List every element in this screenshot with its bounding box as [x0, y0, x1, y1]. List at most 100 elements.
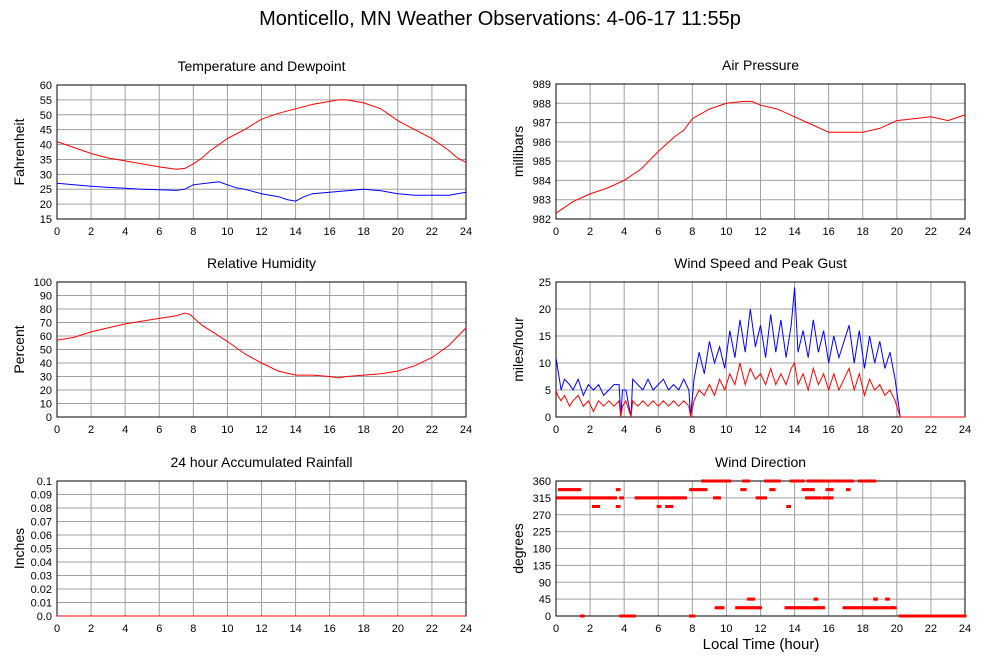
- y-tick-label: 0.05: [31, 544, 52, 556]
- x-tick-label: 8: [190, 623, 196, 635]
- direction-point: [808, 488, 812, 492]
- direction-point: [741, 479, 745, 483]
- series-line-0: [555, 287, 965, 418]
- direction-point: [576, 488, 580, 492]
- direction-point: [563, 488, 567, 492]
- direction-point: [581, 614, 585, 618]
- direction-point: [610, 496, 614, 500]
- direction-point: [699, 488, 703, 492]
- y-tick-label: 15: [40, 214, 52, 226]
- direction-point: [900, 614, 904, 618]
- direction-point: [609, 496, 613, 500]
- series-line-0: [56, 99, 467, 170]
- direction-point: [670, 496, 674, 500]
- x-tick-label: 18: [358, 623, 370, 635]
- series-line-1: [56, 181, 467, 202]
- direction-point: [796, 606, 800, 610]
- direction-point: [668, 496, 672, 500]
- direction-point: [787, 505, 791, 508]
- direction-point: [704, 479, 708, 483]
- direction-point: [822, 496, 826, 500]
- direction-point: [745, 606, 749, 610]
- direction-point: [721, 479, 725, 483]
- x-tick-label: 16: [823, 623, 835, 635]
- y-tick-label: 985: [533, 156, 551, 168]
- direction-point: [934, 614, 938, 618]
- direction-point: [597, 496, 601, 500]
- x-tick-label: 0: [54, 623, 60, 635]
- direction-point: [649, 496, 653, 500]
- direction-point: [755, 606, 759, 610]
- direction-point: [936, 614, 940, 618]
- direction-point: [861, 479, 865, 483]
- direction-point: [832, 479, 836, 483]
- x-tick-label: 22: [925, 424, 937, 436]
- x-tick-label: 8: [190, 226, 196, 238]
- direction-point: [726, 479, 730, 483]
- direction-point: [760, 496, 764, 500]
- x-tick-label: 2: [587, 226, 593, 238]
- x-tick-label: 4: [122, 226, 128, 238]
- direction-point: [793, 479, 797, 483]
- direction-point: [620, 614, 624, 618]
- direction-point: [830, 496, 834, 500]
- direction-point: [595, 505, 599, 508]
- y-tick-label: 0.01: [31, 598, 52, 610]
- direction-point: [619, 614, 623, 618]
- direction-point: [719, 606, 723, 610]
- x-tick-label: 4: [621, 424, 627, 436]
- y-tick-label: 20: [40, 385, 52, 397]
- direction-point: [818, 479, 822, 483]
- direction-point: [653, 496, 657, 500]
- y-tick-label: 0: [545, 412, 551, 424]
- direction-point: [801, 488, 805, 492]
- x-tick-label: 10: [720, 226, 732, 238]
- direction-point: [845, 606, 849, 610]
- direction-point: [569, 488, 573, 492]
- direction-point: [723, 479, 727, 483]
- direction-point: [784, 606, 788, 610]
- direction-point: [816, 479, 820, 483]
- direction-point: [859, 606, 863, 610]
- direction-point: [689, 614, 693, 618]
- direction-point: [724, 479, 728, 483]
- direction-point: [915, 614, 919, 618]
- direction-point: [810, 606, 814, 610]
- direction-point: [581, 496, 585, 500]
- direction-point: [854, 606, 858, 610]
- direction-point: [864, 606, 868, 610]
- direction-point: [748, 606, 752, 610]
- direction-point: [871, 479, 875, 483]
- direction-point: [721, 606, 725, 610]
- x-tick-label: 0: [553, 424, 559, 436]
- y-tick-label: 30: [40, 372, 52, 384]
- x-tick-label: 24: [959, 226, 971, 238]
- direction-point: [948, 614, 952, 618]
- x-tick-label: 8: [689, 226, 695, 238]
- direction-point: [670, 505, 674, 508]
- direction-point: [856, 606, 860, 610]
- x-tick-label: 10: [720, 424, 732, 436]
- direction-point: [556, 496, 560, 500]
- x-tick-label: 4: [621, 226, 627, 238]
- y-tick-label: 0: [46, 412, 52, 424]
- direction-point: [770, 488, 774, 492]
- direction-point: [902, 614, 906, 618]
- direction-point: [620, 496, 624, 500]
- x-tick-label: 24: [460, 623, 472, 635]
- direction-point: [673, 496, 677, 500]
- direction-point: [716, 479, 720, 483]
- direction-point: [665, 496, 669, 500]
- direction-point: [666, 496, 670, 500]
- direction-point: [810, 488, 814, 492]
- direction-point: [615, 505, 619, 508]
- x-tick-label: 14: [289, 424, 301, 436]
- direction-point: [711, 479, 715, 483]
- direction-point: [663, 496, 667, 500]
- direction-point: [798, 479, 802, 483]
- x-tick-label: 6: [655, 226, 661, 238]
- y-tick-label: 0.08: [31, 503, 52, 515]
- direction-point: [868, 606, 872, 610]
- direction-point: [852, 606, 856, 610]
